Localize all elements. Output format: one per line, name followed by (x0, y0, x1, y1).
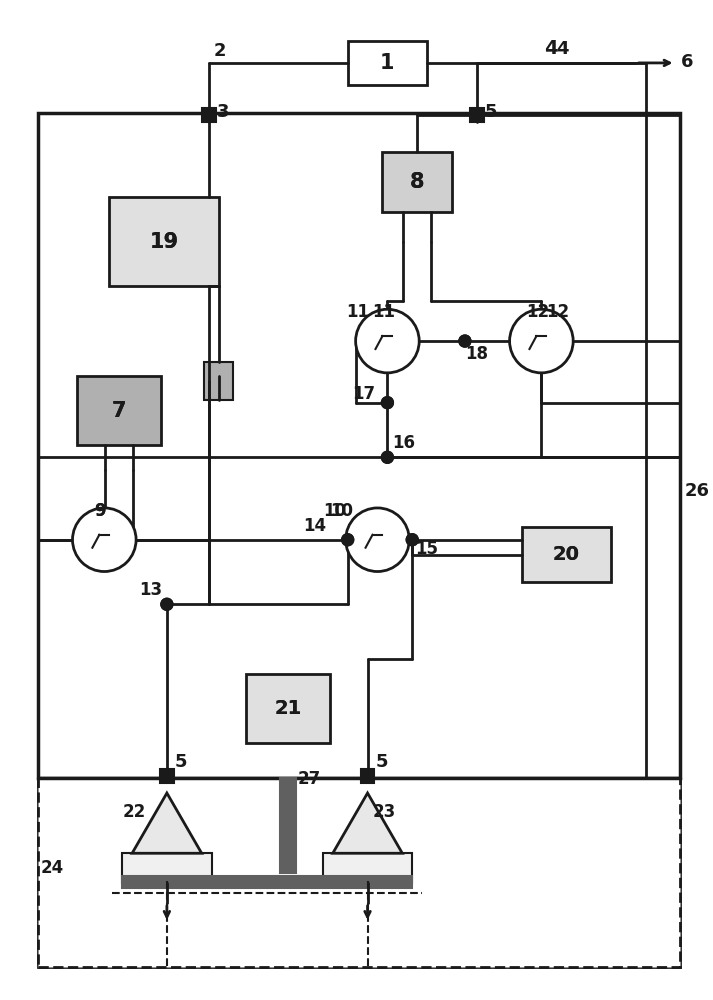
Text: 20: 20 (553, 545, 580, 564)
Text: 26: 26 (684, 482, 709, 500)
Circle shape (161, 598, 173, 610)
Bar (246, 674, 330, 743)
Text: 11: 11 (346, 303, 369, 321)
Bar (38, 778, 680, 967)
Circle shape (406, 534, 419, 546)
Text: 10: 10 (323, 502, 346, 520)
Text: 7: 7 (112, 401, 126, 421)
Text: 5: 5 (175, 753, 188, 771)
Bar (521, 527, 611, 582)
Circle shape (161, 598, 173, 610)
Bar (470, 108, 483, 122)
Text: 4: 4 (556, 40, 569, 58)
Text: 27: 27 (298, 770, 322, 788)
Bar (202, 108, 215, 122)
Text: 10: 10 (330, 502, 353, 520)
Text: 5: 5 (376, 753, 388, 771)
Bar (109, 197, 219, 286)
Text: 2: 2 (214, 42, 226, 60)
Text: 19: 19 (149, 232, 178, 252)
Text: 15: 15 (415, 540, 438, 558)
Text: 17: 17 (353, 385, 376, 403)
Circle shape (356, 309, 419, 373)
Circle shape (459, 335, 471, 347)
Text: 19: 19 (149, 232, 178, 252)
Bar (382, 152, 452, 212)
Circle shape (342, 534, 354, 546)
Text: 12: 12 (526, 303, 550, 321)
Text: 8: 8 (410, 172, 424, 192)
Circle shape (381, 451, 394, 463)
Text: 21: 21 (275, 699, 302, 718)
Text: 22: 22 (122, 803, 145, 821)
Bar (204, 362, 233, 400)
Bar (361, 769, 374, 783)
Bar (122, 876, 412, 888)
Polygon shape (132, 793, 202, 853)
Text: 4: 4 (544, 39, 558, 58)
Text: 7: 7 (112, 401, 126, 421)
Circle shape (381, 397, 394, 409)
Text: 16: 16 (392, 434, 416, 452)
Circle shape (510, 309, 573, 373)
Text: 20: 20 (553, 545, 580, 564)
Text: 5: 5 (485, 103, 497, 121)
Text: 1: 1 (380, 53, 395, 73)
Bar (280, 778, 296, 873)
Bar (38, 113, 680, 778)
Text: 3: 3 (217, 103, 229, 121)
Circle shape (381, 397, 394, 409)
Text: 13: 13 (139, 581, 162, 599)
Bar (348, 41, 427, 85)
Circle shape (459, 335, 471, 347)
Bar (160, 769, 174, 783)
Text: 21: 21 (275, 699, 302, 718)
Bar (77, 376, 161, 445)
Circle shape (73, 508, 136, 572)
Circle shape (346, 508, 409, 572)
Text: 23: 23 (372, 803, 396, 821)
Circle shape (406, 534, 419, 546)
Text: 6: 6 (680, 53, 693, 71)
Circle shape (381, 451, 394, 463)
Bar (122, 853, 212, 883)
Text: 24: 24 (41, 859, 64, 877)
Text: 18: 18 (465, 345, 488, 363)
Text: 11: 11 (372, 303, 396, 321)
Polygon shape (333, 793, 402, 853)
Circle shape (342, 534, 354, 546)
Text: 12: 12 (546, 303, 570, 321)
Text: 14: 14 (303, 517, 326, 535)
Bar (38, 778, 680, 967)
Text: 9: 9 (94, 502, 106, 520)
Text: 9: 9 (94, 502, 106, 520)
Bar (323, 853, 412, 883)
Text: 8: 8 (410, 172, 424, 192)
